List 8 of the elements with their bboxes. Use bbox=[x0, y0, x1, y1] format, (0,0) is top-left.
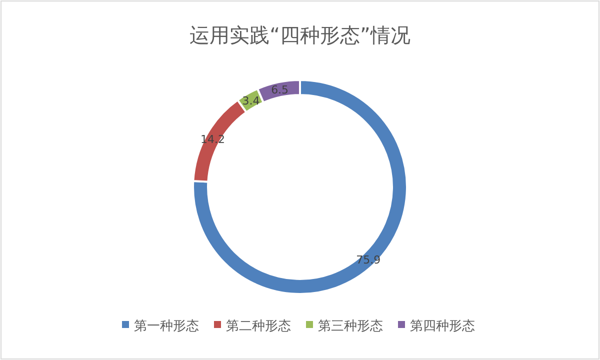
data-label: 6.5 bbox=[271, 84, 289, 97]
legend-label: 第二种形态 bbox=[226, 319, 291, 334]
donut-slice bbox=[192, 79, 408, 295]
chart-title: 运用实践“四种形态”情况 bbox=[190, 23, 410, 47]
data-label: 3.4 bbox=[242, 94, 260, 108]
legend-label: 第四种形态 bbox=[410, 319, 475, 334]
legend-label: 第三种形态 bbox=[318, 319, 383, 334]
legend-label: 第一种形态 bbox=[134, 319, 199, 334]
